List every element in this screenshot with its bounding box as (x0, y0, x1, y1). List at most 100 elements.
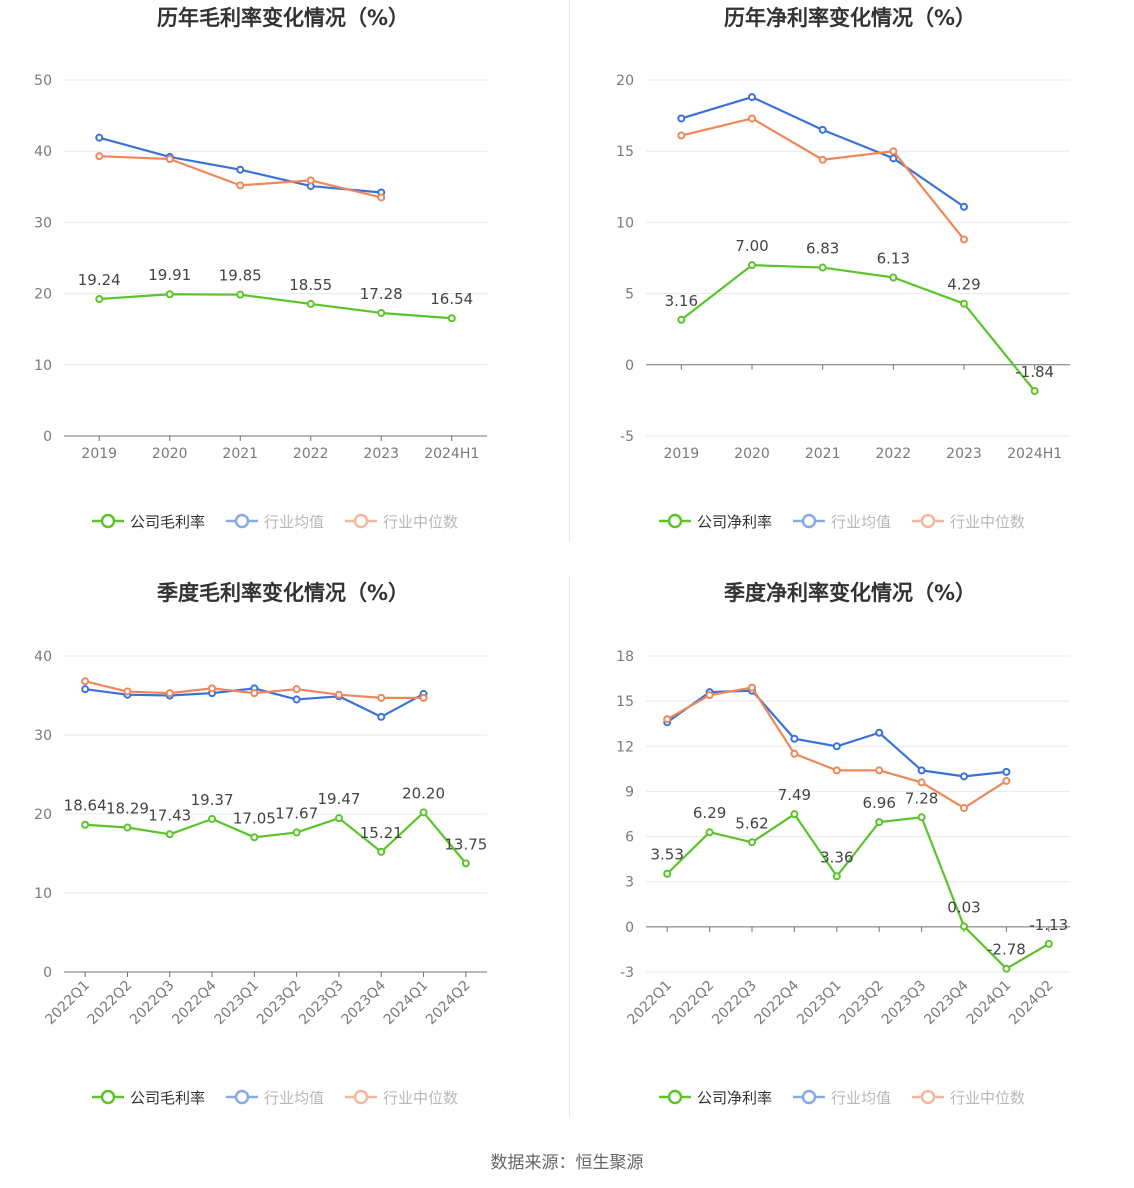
data-label: 4.29 (947, 276, 980, 294)
data-label: -2.78 (987, 941, 1026, 959)
y-tick-label: 0 (625, 920, 634, 936)
data-point-company (1002, 964, 1011, 973)
data-point-company (1044, 939, 1053, 948)
y-tick-label: 30 (34, 728, 52, 744)
x-tick-label: 2024Q1 (964, 978, 1015, 1029)
data-point-industry_avg (818, 125, 827, 134)
legend-label: 行业均值 (831, 1089, 891, 1107)
data-label: 16.54 (430, 290, 473, 308)
data-point-industry_median (208, 684, 217, 693)
x-tick-label: 2022Q2 (667, 978, 718, 1029)
chart-panel-annual-net: 历年净利率变化情况（%） -5 0 5 10 15 20 2019 2020 2021 2022 20… (567, 0, 1134, 575)
legend-item-industry_avg: 行业均值 (226, 513, 324, 531)
y-tick-label: 5 (625, 287, 634, 303)
data-point-company (960, 299, 968, 308)
data-point-industry_median (663, 715, 672, 724)
legend-marker-icon (100, 513, 116, 529)
data-label: 6.83 (806, 240, 839, 258)
data-label: 18.29 (106, 800, 149, 818)
legend-item-industry_median: 行业中位数 (345, 513, 458, 531)
x-tick-label: 2024Q2 (1006, 978, 1057, 1029)
y-tick-label: 10 (616, 215, 634, 231)
x-tick-label: 2019 (81, 446, 117, 462)
data-point-industry_median (236, 181, 245, 190)
y-tick-label: 0 (625, 358, 634, 374)
data-label: 7.28 (905, 789, 938, 807)
legend-marker-icon (234, 1089, 250, 1105)
legend-label: 行业均值 (264, 513, 324, 531)
data-point-company (790, 810, 799, 819)
series-line-company (85, 811, 467, 865)
data-point-industry_median (306, 176, 315, 185)
series-line-industry_median (99, 155, 382, 199)
legend-label: 行业中位数 (383, 513, 458, 531)
chart-title: 季度净利率变化情况（%） (724, 581, 976, 605)
legend-item-industry_avg: 行业均值 (793, 513, 891, 531)
legend-label: 公司净利率 (697, 1089, 772, 1107)
divider-bottom (569, 575, 570, 1117)
legend-item-industry_avg: 行业均值 (226, 1089, 324, 1107)
y-tick-label: 3 (625, 875, 634, 891)
annual-gross-margin-chart: 历年毛利率变化情况（%） 0 10 20 30 40 50 2019 2020 2021 2022 2… (34, 6, 487, 531)
data-point-industry_median (875, 766, 884, 775)
x-tick-label: 2023Q2 (254, 978, 305, 1029)
data-label: 19.24 (78, 271, 121, 289)
data-point-industry_avg (889, 154, 898, 163)
data-point-industry_median (748, 114, 756, 123)
y-tick-label: -5 (620, 429, 634, 445)
x-tick-label: 2023Q1 (212, 978, 263, 1029)
data-point-industry_median (419, 693, 428, 702)
data-point-industry_median (81, 677, 90, 686)
legend-marker-icon (234, 513, 250, 529)
data-point-industry_median (960, 803, 968, 812)
data-point-industry_median (889, 147, 898, 156)
y-tick-label: 20 (34, 287, 52, 303)
data-point-company (832, 872, 841, 881)
data-point-company (377, 308, 386, 317)
x-tick-label: 2022Q2 (85, 978, 136, 1029)
divider-top (569, 0, 570, 542)
y-tick-label: 40 (34, 649, 52, 665)
series-line-industry_avg (666, 689, 1007, 778)
series-line-industry_avg (681, 95, 965, 208)
data-label: 3.53 (650, 846, 683, 864)
chart-panel-quarterly-net: 季度净利率变化情况（%） -3 0 3 6 9 12 15 18 2022Q1 2022Q2 2022… (567, 575, 1134, 1150)
data-point-company (377, 847, 386, 856)
x-tick-label: 2022 (876, 446, 912, 462)
x-tick-label: 2022Q1 (624, 978, 675, 1029)
x-tick-label: 2023 (946, 446, 982, 462)
data-point-company (334, 814, 343, 823)
legend-label: 公司毛利率 (130, 513, 205, 531)
data-point-industry_median (123, 687, 132, 696)
data-point-industry_median (334, 690, 343, 699)
data-label: 19.37 (191, 791, 234, 809)
data-label: 17.67 (275, 804, 318, 822)
legend-label: 行业均值 (831, 513, 891, 531)
data-point-industry_median (917, 778, 926, 787)
y-tick-label: 12 (616, 739, 634, 755)
data-point-company (748, 838, 756, 847)
legend-item-company: 公司毛利率 (92, 513, 205, 531)
data-point-industry_avg (960, 202, 968, 211)
data-point-company (705, 828, 714, 837)
data-point-industry_avg (748, 93, 756, 102)
x-tick-label: 2024H1 (1007, 446, 1062, 462)
data-point-company (917, 813, 926, 822)
data-label: 18.55 (289, 276, 332, 294)
data-point-company (677, 315, 686, 324)
data-point-industry_avg (377, 712, 386, 721)
data-label: 3.36 (820, 848, 853, 866)
y-tick-label: 6 (625, 830, 634, 846)
y-tick-label: 15 (616, 694, 634, 710)
x-tick-label: 2023 (363, 446, 399, 462)
data-point-company (960, 922, 968, 931)
data-point-industry_avg (677, 114, 686, 123)
legend-item-industry_median: 行业中位数 (345, 1089, 458, 1107)
data-point-industry_median (292, 685, 301, 694)
data-point-industry_median (377, 193, 386, 202)
legend-item-industry_median: 行业中位数 (912, 513, 1025, 531)
legend-marker-icon (920, 1089, 936, 1105)
data-point-company (306, 299, 315, 308)
y-tick-label: 9 (625, 784, 634, 800)
legend-item-company: 公司毛利率 (92, 1089, 205, 1107)
